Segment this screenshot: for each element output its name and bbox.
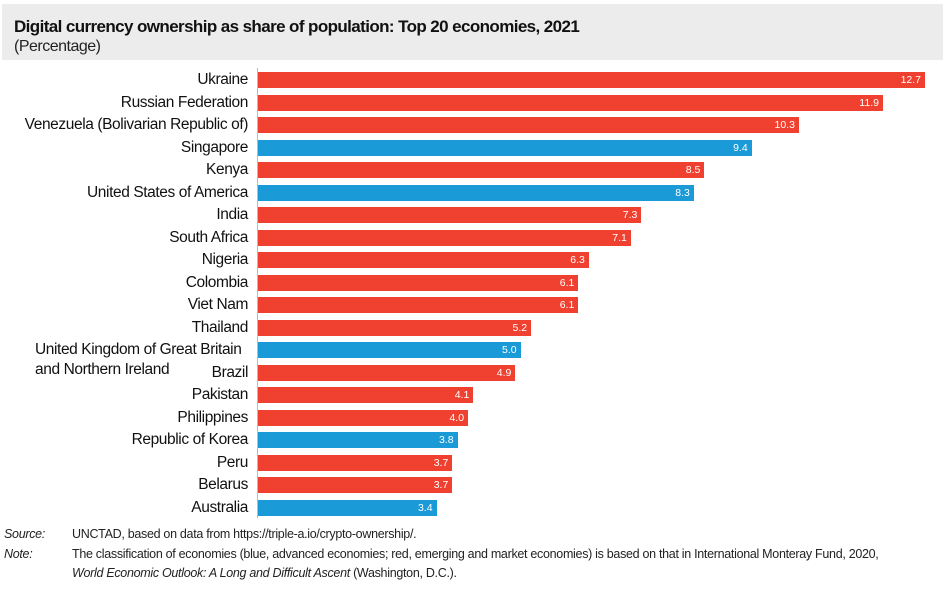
data-label: 9.4 (733, 141, 748, 154)
note-citation-rest: (Washington, D.C.). (349, 566, 457, 580)
data-label: 6.1 (559, 299, 575, 311)
bar: 3.7 (258, 477, 453, 493)
bar: 4.9 (258, 364, 516, 381)
title-band: Digital currency ownership as share of p… (2, 4, 943, 60)
data-label: 7.3 (622, 209, 638, 221)
bar: 4.1 (258, 387, 474, 403)
data-label: 4.0 (449, 411, 465, 424)
data-label: 8.5 (685, 164, 701, 176)
bar: 3.8 (258, 432, 458, 448)
data-label: 7.1 (612, 231, 627, 244)
category-label: Australia (191, 498, 248, 516)
bar: 3.7 (258, 454, 453, 471)
category-label: Venezuela (Bolivarian Republic of) (24, 116, 249, 133)
data-label: 8.3 (675, 186, 690, 199)
data-label: 6.3 (570, 254, 585, 266)
category-label: Republic of Korea (131, 431, 249, 448)
bar: 8.5 (258, 162, 705, 178)
bar: 6.1 (258, 297, 579, 313)
category-label: Viet Nam (187, 296, 249, 313)
data-label: 10.3 (774, 119, 795, 131)
note-text: The classification of economies (blue, a… (72, 547, 879, 561)
data-label: 3.7 (433, 456, 449, 469)
category-label: Philippines (177, 408, 248, 426)
category-label: Colombia (185, 273, 249, 291)
note-label: Note: (4, 547, 33, 561)
bar: 8.3 (258, 184, 694, 201)
source-text: UNCTAD, based on data from https://tripl… (72, 527, 417, 541)
category-label: Peru (216, 453, 249, 471)
bar: 5.2 (258, 319, 532, 336)
category-label: Singapore (180, 138, 248, 156)
source-label: Source: (4, 527, 45, 541)
data-label: 3.8 (438, 434, 454, 446)
category-label: Pakistan (191, 386, 249, 403)
category-label: United States of America (87, 183, 248, 201)
chart-title: Digital currency ownership as share of p… (14, 17, 580, 36)
bar: 6.1 (258, 274, 579, 291)
category-label: Thailand (191, 318, 249, 336)
bar: 6.3 (258, 252, 589, 268)
category-label: India (216, 206, 248, 223)
category-label: Nigeria (201, 251, 249, 268)
category-label: Belarus (198, 476, 248, 493)
data-label: 5.0 (501, 344, 517, 356)
bar: 5.0 (258, 342, 521, 358)
data-label: 3.7 (433, 479, 449, 491)
note-citation: World Economic Outlook: A Long and Diffi… (72, 566, 350, 580)
bar: 12.7 (258, 72, 925, 88)
bar: 11.9 (258, 94, 883, 111)
bar: 7.1 (258, 229, 631, 246)
category-label: Kenya (206, 161, 248, 178)
chart-subtitle: (Percentage) (14, 38, 101, 55)
bar: 7.3 (258, 207, 642, 223)
note-text-line2: World Economic Outlook: A Long and Diffi… (72, 566, 457, 580)
bar: 9.4 (258, 139, 752, 156)
data-label: 3.4 (417, 501, 433, 514)
data-label: 12.7 (900, 74, 921, 86)
category-label: Ukraine (197, 71, 248, 88)
data-label: 4.9 (496, 366, 512, 379)
category-label: Brazil (211, 363, 249, 381)
data-label: 4.1 (454, 389, 470, 401)
data-label: 6.1 (559, 276, 575, 289)
data-label: 5.2 (512, 321, 528, 334)
y-axis-line (257, 68, 258, 518)
category-label: United Kingdom of Great Britain and Nort… (35, 341, 242, 378)
bar: 4.0 (258, 409, 469, 426)
bar: 3.4 (258, 499, 437, 516)
data-label: 11.9 (859, 96, 879, 109)
bar: 10.3 (258, 117, 799, 133)
category-label: South Africa (169, 228, 248, 246)
category-label: Russian Federation (120, 93, 249, 111)
